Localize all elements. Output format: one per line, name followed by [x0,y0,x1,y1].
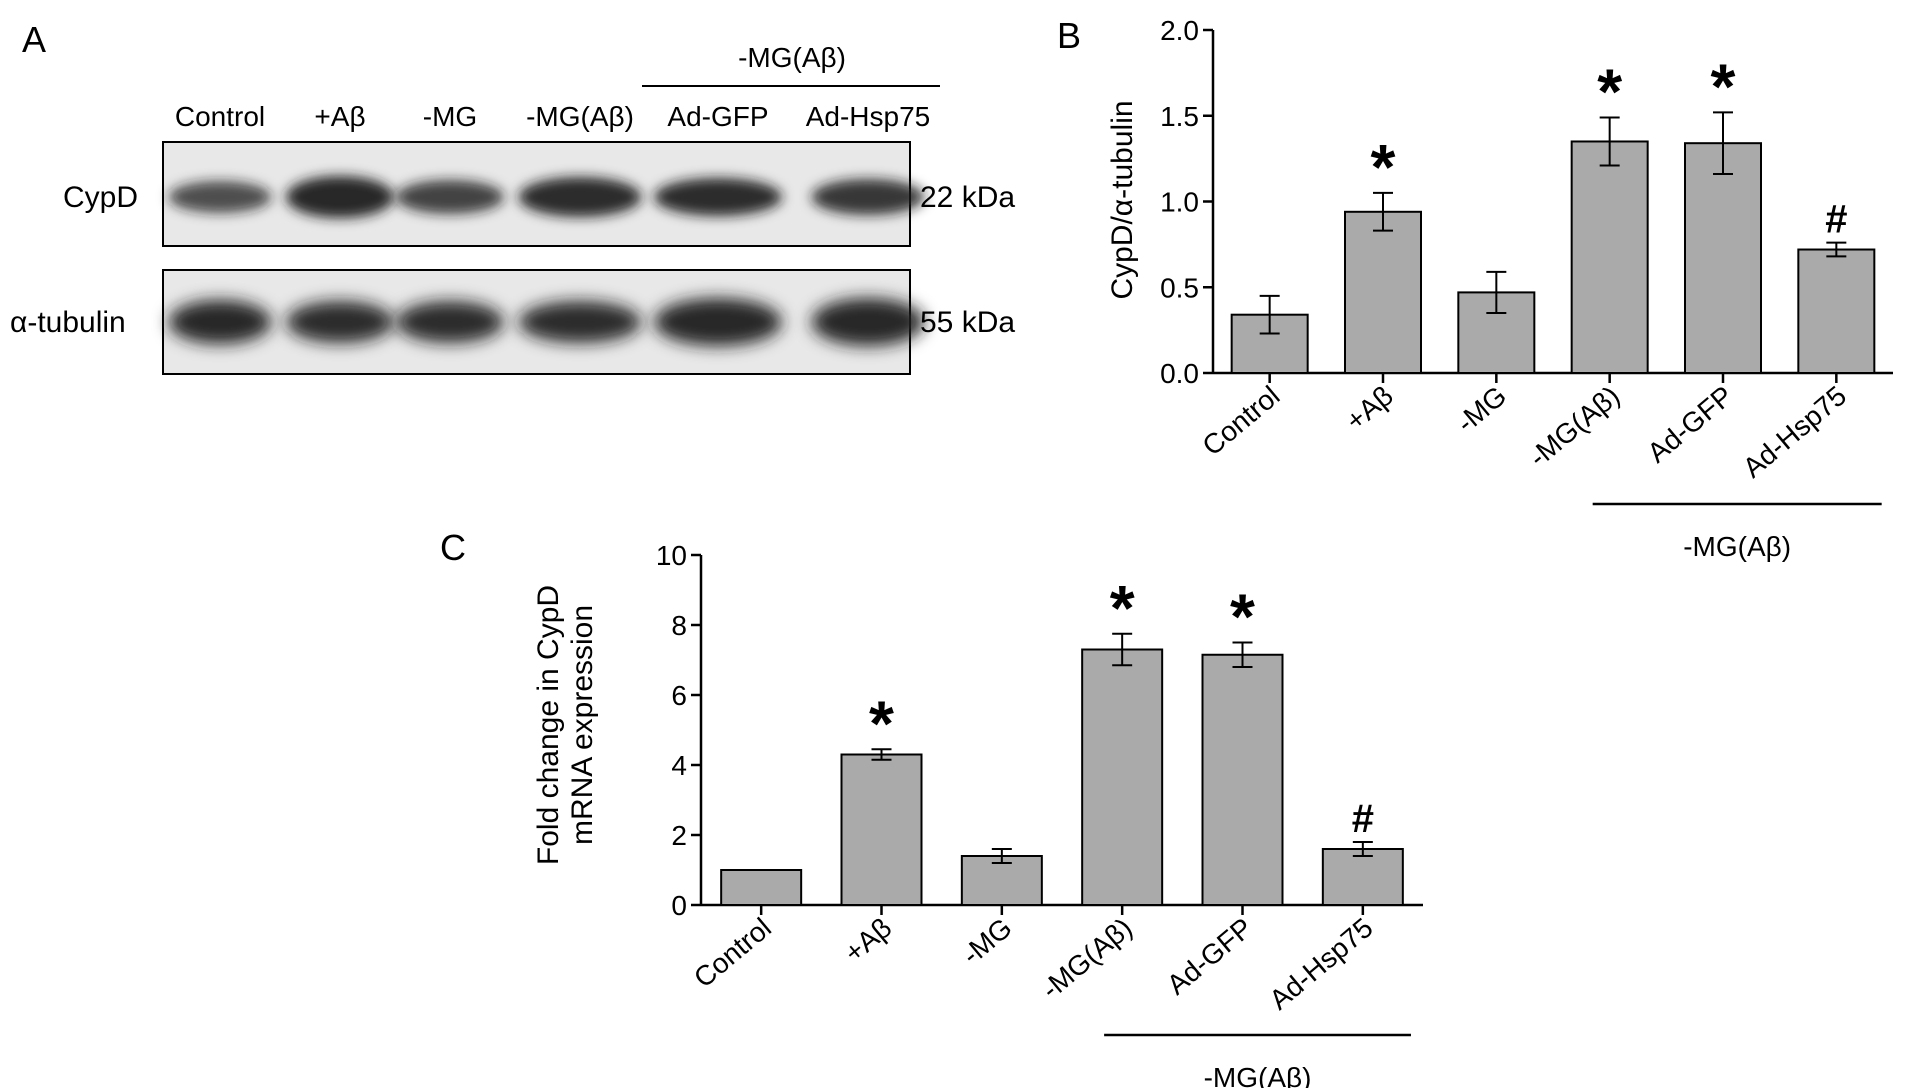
blot-band [168,181,272,213]
blot-lane-label: +Aβ [314,101,365,132]
blot-lane-label: Control [175,101,265,132]
significance-star: * [1110,572,1135,644]
blot-row-label: α-tubulin [10,306,126,339]
y-axis-label: Fold change in CypD [532,585,565,865]
y-tick-label: 2 [671,820,687,851]
x-tick-label: Ad-Hsp75 [1263,912,1378,1016]
y-tick-label: 4 [671,750,687,781]
blot-lane-label: -MG [423,101,477,132]
y-tick-label: 0.5 [1160,272,1199,303]
y-tick-label: 0.0 [1160,358,1199,389]
bar [1570,140,1649,374]
blot-band [811,298,925,346]
bar [720,869,803,906]
group-label: -MG(Aβ) [1683,531,1791,562]
blot-band [811,179,925,215]
group-label: -MG(Aβ) [1204,1062,1312,1088]
panel-label-b: B [1057,15,1081,56]
significance-star: * [1371,131,1396,203]
blot-band [168,300,272,344]
blot-band [396,180,504,214]
panel-label-a: A [22,19,46,60]
significance-star: * [1597,55,1622,127]
x-tick-label: Ad-GFP [1161,912,1258,1001]
y-tick-label: 2.0 [1160,15,1199,46]
bar-chart-cypd-mrna: 0 2 4 6 8 10 Fold change in CypD mRNA expressio… [532,540,1423,1088]
bar [840,753,923,906]
y-tick-label: 10 [656,540,687,571]
bar [1201,653,1284,906]
significance-star: * [1230,581,1255,653]
x-tick-label: Control [1196,380,1285,462]
bar [1321,848,1404,906]
y-axis-label: mRNA expression [566,605,599,845]
y-tick-label: 0 [671,890,687,921]
significance-hash: # [1352,797,1374,841]
x-tick-label: +Aβ [838,912,897,969]
blot-band [396,301,504,343]
blot-size-label: 22 kDa [920,181,1015,214]
bar-chart-cypd-protein: 0.0 0.5 1.0 1.5 2.0 CypD/α-tubulin Control * +Aβ… [1106,15,1893,562]
significance-star: * [869,687,894,759]
blot-band [654,178,782,216]
y-tick-label: 1.0 [1160,187,1199,218]
western-blot: Control +Aβ -MG -MG(Aβ) Ad-GFP Ad-Hsp75 -MG(Aβ… [10,42,1015,375]
y-tick-label: 6 [671,680,687,711]
x-tick-label: +Aβ [1340,380,1399,437]
blot-lane-label: Ad-Hsp75 [806,101,931,132]
x-tick-label: -MG(Aβ) [1523,380,1626,473]
x-tick-label: Ad-GFP [1641,380,1738,469]
y-axis-label: CypD/α-tubulin [1106,100,1139,299]
blot-row-label: CypD [63,181,138,214]
blot-band [518,177,642,217]
blot-size-label: 55 kDa [920,306,1015,339]
y-tick-label: 1.5 [1160,101,1199,132]
blot-lane-label: Ad-GFP [667,101,768,132]
panel-label-c: C [440,527,466,568]
blot-band [654,298,782,346]
x-tick-label: Control [688,912,777,994]
bar [960,855,1043,906]
x-tick-label: -MG(Aβ) [1035,912,1138,1005]
blot-lane-label: -MG(Aβ) [526,101,634,132]
x-tick-label: Ad-Hsp75 [1737,380,1852,484]
bar [1797,248,1876,375]
x-tick-label: -MG [1451,380,1513,439]
bar [1684,142,1762,374]
x-tick-label: -MG [956,912,1018,971]
y-tick-label: 8 [671,610,687,641]
significance-star: * [1711,50,1736,122]
blot-group-label: -MG(Aβ) [738,42,846,73]
bar [1081,648,1164,906]
blot-band [286,301,394,343]
bar [1344,210,1422,374]
blot-band [518,301,642,343]
blot-band [286,176,394,218]
significance-hash: # [1825,198,1847,242]
